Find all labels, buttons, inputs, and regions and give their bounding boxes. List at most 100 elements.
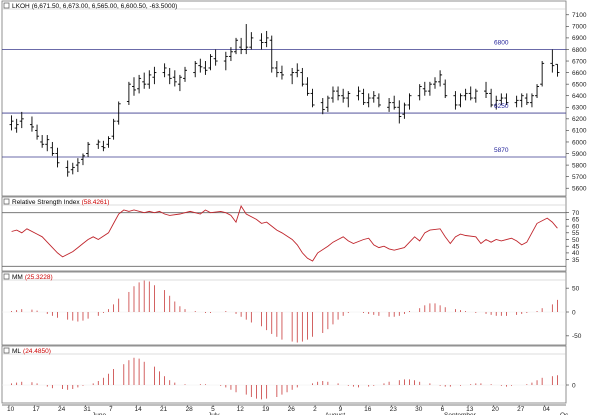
ytick-label-0-8: 6400 bbox=[572, 93, 587, 100]
pane-frame-0 bbox=[1, 0, 567, 197]
ohlc-bar bbox=[152, 66, 157, 85]
ohlc-bar bbox=[402, 102, 407, 119]
ohlc-bar bbox=[80, 153, 85, 166]
x-day-label: 19 bbox=[262, 406, 270, 413]
ohlc-bar bbox=[29, 116, 34, 132]
ohlc-bar bbox=[305, 77, 310, 96]
ytick-label-0-11: 6700 bbox=[572, 58, 587, 65]
ytick-label-0-13: 6900 bbox=[572, 35, 587, 42]
ytick-label-2-0: -50 bbox=[572, 333, 582, 340]
ohlc-bar bbox=[177, 74, 182, 92]
hline-label-0-2: 5870 bbox=[494, 147, 509, 154]
x-day-label: 12 bbox=[237, 406, 245, 413]
ytick-label-2-1: 0 bbox=[572, 309, 576, 316]
pane-box-icon-3 bbox=[3, 347, 10, 354]
hline-label-0-0: 6800 bbox=[494, 39, 509, 46]
pane-title-0: LKOH (6,671.50, 6,673.00, 6,565.00, 6,600… bbox=[12, 3, 177, 10]
hline-label-0-1: 6250 bbox=[494, 103, 509, 110]
x-month-label: August bbox=[325, 412, 345, 415]
x-day-label: 31 bbox=[84, 406, 92, 413]
ohlc-bar bbox=[75, 158, 80, 173]
x-day-label: 20 bbox=[492, 406, 500, 413]
pane-frame-3 bbox=[1, 345, 567, 404]
x-day-label: 04 bbox=[543, 406, 551, 413]
ytick-label-0-4: 6000 bbox=[572, 139, 587, 146]
ytick-label-1-4: 55 bbox=[572, 230, 580, 237]
ohlc-bar bbox=[366, 93, 371, 108]
ohlc-bar bbox=[96, 139, 101, 149]
ytick-label-0-10: 6600 bbox=[572, 70, 587, 77]
ohlc-bar bbox=[137, 74, 142, 94]
ytick-label-0-6: 6200 bbox=[572, 116, 587, 123]
x-month-label: September bbox=[444, 412, 477, 415]
ohlc-bar bbox=[101, 140, 106, 152]
ytick-label-0-15: 7100 bbox=[572, 12, 587, 19]
ohlc-bar bbox=[269, 35, 274, 73]
ohlc-bar bbox=[529, 93, 534, 108]
rsi-line bbox=[11, 204, 558, 262]
ohlc-bar bbox=[244, 24, 249, 55]
ytick-label-0-0: 5600 bbox=[572, 186, 587, 193]
x-day-label: 2 bbox=[313, 406, 317, 413]
ohlc-bar bbox=[193, 61, 198, 78]
ytick-label-0-1: 5700 bbox=[572, 174, 587, 181]
ohlc-bar bbox=[540, 61, 545, 87]
pane-box-icon-0 bbox=[3, 2, 10, 9]
ohlc-bar bbox=[453, 91, 458, 110]
ytick-label-1-3: 50 bbox=[572, 237, 580, 244]
ohlc-bar bbox=[376, 93, 381, 108]
ohlc-bar bbox=[392, 95, 397, 110]
ohlc-bar bbox=[208, 54, 213, 71]
pane-title-values-0: (6,671.50, 6,673.00, 6,565.00, 6,600.50,… bbox=[32, 3, 178, 10]
ohlc-bar bbox=[14, 118, 19, 133]
x-day-label: 16 bbox=[364, 406, 372, 413]
ohlc-bar bbox=[198, 58, 203, 73]
ohlc-bar bbox=[290, 67, 295, 85]
ohlc-bar bbox=[361, 88, 366, 105]
ytick-label-1-2: 45 bbox=[572, 244, 580, 251]
ohlc-bar bbox=[438, 70, 443, 87]
ohlc-bar bbox=[443, 79, 448, 99]
ohlc-bar bbox=[213, 49, 218, 66]
ytick-label-3-0: 0 bbox=[572, 382, 576, 389]
ohlc-bar bbox=[346, 91, 351, 108]
pane-title-2: MM (25.3228) bbox=[12, 274, 53, 281]
ohlc-bar bbox=[555, 63, 560, 77]
x-day-label: 10 bbox=[7, 406, 15, 413]
ohlc-bar bbox=[427, 81, 432, 96]
ohlc-bar bbox=[330, 86, 335, 103]
ohlc-bar bbox=[371, 91, 376, 103]
x-month-label: July bbox=[208, 412, 220, 415]
ytick-label-0-5: 6100 bbox=[572, 128, 587, 135]
pane-title-values-1: (58.4261) bbox=[82, 199, 110, 206]
ohlc-bar bbox=[142, 72, 147, 89]
ytick-label-1-5: 60 bbox=[572, 223, 580, 230]
ohlc-bar bbox=[70, 162, 75, 175]
ohlc-bar bbox=[468, 86, 473, 101]
ohlc-bar bbox=[279, 65, 284, 80]
ohlc-bar bbox=[172, 70, 177, 87]
ohlc-bar bbox=[86, 141, 91, 157]
ytick-label-0-7: 6300 bbox=[572, 105, 587, 112]
ohlc-bar bbox=[484, 81, 489, 99]
ohlc-bar bbox=[473, 88, 478, 103]
ohlc-bar bbox=[147, 70, 152, 89]
ohlc-bar bbox=[433, 77, 438, 89]
ohlc-bar bbox=[249, 32, 254, 50]
x-day-label: 5 bbox=[211, 406, 215, 413]
ohlc-bar bbox=[300, 67, 305, 87]
pane-frame-2 bbox=[1, 271, 567, 346]
ohlc-bar bbox=[264, 30, 269, 48]
pane-title-values-2: (25.3228) bbox=[25, 274, 53, 281]
ohlc-bar bbox=[167, 67, 172, 85]
x-day-label: 17 bbox=[33, 406, 41, 413]
pane-title-values-3: (24.4850) bbox=[23, 348, 51, 355]
ohlc-bar bbox=[489, 88, 494, 108]
ytick-label-0-9: 6500 bbox=[572, 81, 587, 88]
ytick-label-1-1: 40 bbox=[572, 250, 580, 257]
ohlc-bar bbox=[341, 88, 346, 103]
ohlc-bar bbox=[126, 81, 131, 105]
ohlc-bar bbox=[458, 93, 463, 108]
x-day-label: 30 bbox=[415, 406, 423, 413]
ohlc-bar bbox=[239, 37, 244, 55]
